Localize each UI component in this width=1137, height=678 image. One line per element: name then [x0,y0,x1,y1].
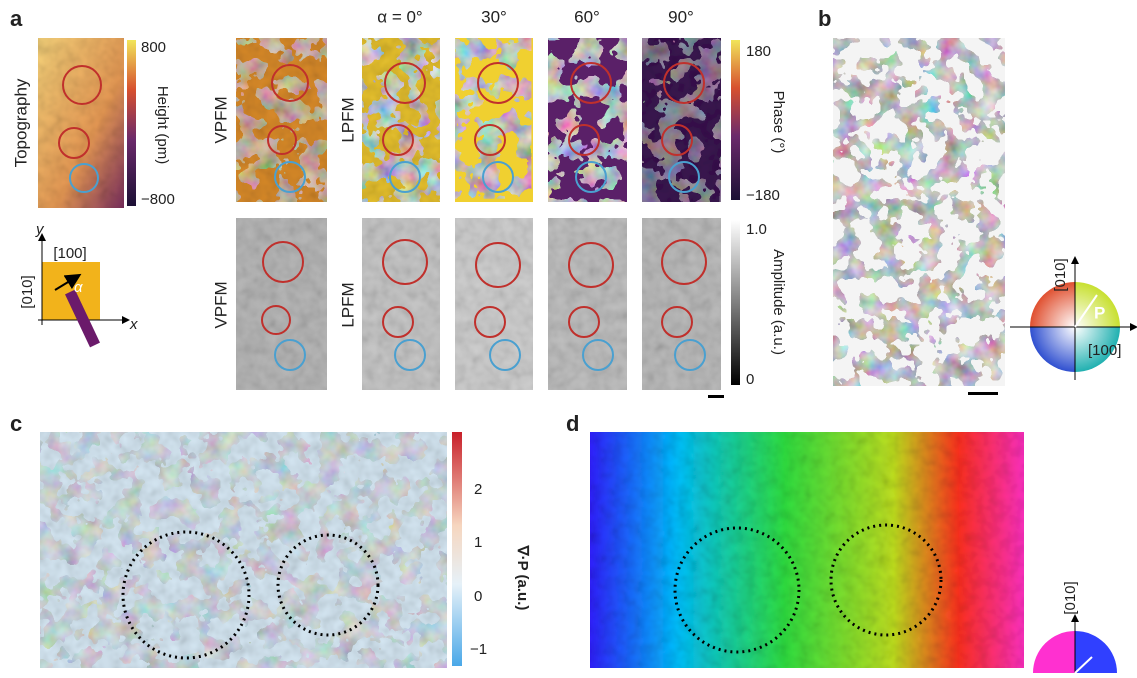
image [362,218,440,390]
row-label: VPFM [211,281,230,328]
y-dir: [010] [19,275,36,308]
vector-map [833,38,1005,386]
row-label: VPFM [211,96,230,143]
cbar-label: Amplitude (a.u.) [770,249,787,355]
figure: a Topography 800 −800 Height (pm) y x [1… [0,0,1137,673]
cbar-min: 0 [746,371,754,388]
x-dir: [100] [53,245,86,262]
cbar-label: Height (pm) [154,86,171,164]
cbar-max: 180 [746,43,771,60]
angle-header: α = 0° [377,7,422,26]
cbar-label: Phase (°) [770,91,787,154]
image [642,218,721,390]
cbar-tick: 0 [474,588,482,605]
angle-header: 30° [481,7,507,26]
colorbar [731,220,740,385]
scale-bar [968,392,998,395]
y-dir: [010] [1052,258,1069,291]
sample-square [42,262,100,320]
x-label: x [129,316,138,333]
panel-label: c [10,411,22,436]
cbar-tick: −1 [470,641,487,658]
cbar-min: −800 [141,191,175,208]
cbar-max: 800 [141,39,166,56]
panel-label: a [10,6,23,31]
cbar-label: ∇·P (a.u.) [514,545,531,611]
angle-header: 60° [574,7,600,26]
divergence-map [40,432,447,668]
vector-label: P [1094,303,1105,322]
scale-bar [708,395,724,398]
topography-title: Topography [11,78,30,167]
amplitude-images [236,218,721,390]
y-dir: [010] [1062,581,1079,614]
cbar-tick: 1 [474,534,482,551]
cbar-min: −180 [746,187,780,204]
angle-map [590,432,1024,668]
angle-header: 90° [668,7,694,26]
angle: α [74,279,83,296]
image [236,38,327,202]
row-label: LPFM [338,282,357,327]
y-label: y [35,221,45,238]
color-wheel [1010,258,1136,380]
row-label: LPFM [338,97,357,142]
image [455,38,531,199]
cbar-max: 1.0 [746,221,767,238]
phase-images [236,38,721,202]
colorbar [127,40,136,206]
panel-label: d [566,411,579,436]
colorbar [452,432,462,666]
colorbar [731,40,740,200]
panel-label: b [818,6,831,31]
x-dir: [100] [1088,342,1121,359]
topography-image [38,38,124,208]
color-wheel [1033,616,1117,673]
cbar-tick: 2 [474,481,482,498]
image [236,218,327,390]
